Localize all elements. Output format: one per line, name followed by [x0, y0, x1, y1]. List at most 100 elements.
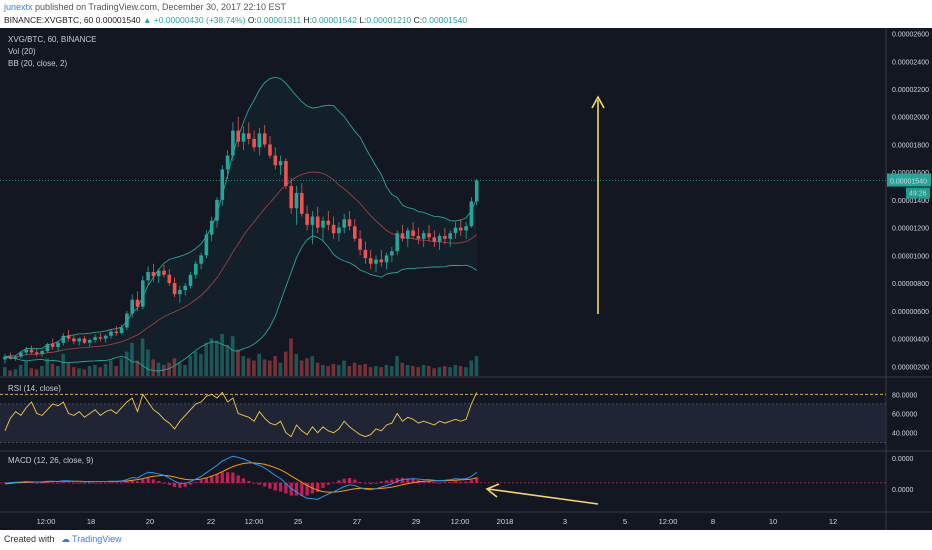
candle-body: [262, 133, 267, 145]
macd-histogram-bar: [464, 481, 468, 483]
candle-body: [172, 283, 177, 295]
candle-body: [464, 226, 468, 231]
candle-body: [88, 339, 92, 343]
macd-histogram-bar: [390, 479, 394, 483]
volume-bar: [82, 369, 87, 376]
price-axis-label: 0.00002000: [892, 115, 929, 122]
price-axis-label: 0.00002400: [892, 59, 929, 66]
publish-info: published on TradingView.com, December 3…: [35, 2, 287, 12]
author-link[interactable]: junextx: [4, 2, 33, 12]
time-axis-label: 27: [353, 517, 361, 526]
created-with-label: Created with: [4, 534, 55, 544]
volume-bar: [363, 363, 367, 376]
candle-body: [156, 270, 161, 277]
countdown-label: 49:26: [909, 191, 927, 198]
chart-canvas[interactable]: 0.00002600 0.00002400 0.00002200 0.00002000…: [0, 28, 932, 530]
volume-bar: [262, 359, 267, 376]
macd-histogram-bar: [422, 481, 426, 483]
candle-body: [56, 342, 60, 347]
candle-body: [183, 285, 187, 291]
volume-bar: [18, 364, 23, 376]
macd-histogram-bar: [321, 482, 325, 488]
volume-bar: [326, 366, 330, 376]
price-axis-label: 0.00001400: [892, 198, 929, 205]
volume-bar: [464, 367, 468, 376]
candle-body: [209, 220, 214, 235]
macd-histogram-bar: [104, 482, 108, 484]
macd-histogram-bar: [363, 482, 367, 484]
volume-bar: [395, 356, 399, 376]
candle-body: [40, 351, 44, 354]
macd-line: [4, 455, 478, 500]
candle-body: [188, 274, 193, 286]
macd-histogram-bar: [342, 478, 346, 483]
volume-bar: [283, 351, 288, 376]
volume-bar: [268, 360, 272, 376]
candle-body: [289, 186, 293, 209]
volume-bar: [172, 358, 177, 376]
volume-bar: [299, 360, 304, 376]
macd-histogram-bar: [279, 482, 283, 492]
bollinger-upper-line: [4, 76, 478, 358]
volume-bar: [374, 366, 378, 376]
open-value: 0.00001311: [256, 15, 302, 25]
volume-legend: Vol (20): [8, 47, 36, 56]
macd-histogram-bar: [353, 479, 357, 483]
volume-bar: [50, 363, 55, 376]
macd-axis-label: 0.0000: [892, 487, 914, 494]
chart-area[interactable]: 0.00002600 0.00002400 0.00002200 0.00002000…: [0, 28, 932, 530]
volume-bar: [56, 366, 60, 376]
candle-body: [252, 138, 256, 148]
macd-histogram-bar: [67, 482, 71, 484]
macd-histogram-bar: [300, 482, 304, 497]
volume-bar: [352, 362, 357, 376]
candle-body: [19, 352, 23, 357]
volume-bar: [24, 360, 28, 376]
candle-body: [326, 220, 331, 225]
macd-histogram-bar: [395, 478, 399, 483]
time-axis-label: 2018: [497, 517, 514, 526]
candle-body: [278, 161, 283, 166]
tradingview-link[interactable]: TradingView: [72, 534, 122, 544]
macd-histogram-bar: [337, 480, 341, 483]
time-axis-label: 12: [829, 517, 837, 526]
candle-body: [130, 299, 134, 314]
last-price: 0.00001540: [95, 15, 141, 25]
tradingview-logo-icon[interactable]: ☁: [61, 534, 71, 544]
macd-histogram-bar: [374, 482, 378, 484]
rsi-axis-label: 80.0000: [892, 392, 917, 399]
candle-body: [162, 270, 166, 275]
macd-histogram-bar: [120, 482, 124, 484]
volume-bar: [13, 369, 18, 376]
bb-legend: BB (20, close, 2): [8, 59, 68, 68]
candle-body: [93, 337, 97, 340]
macd-histogram-bar: [35, 482, 39, 484]
candle-body: [305, 213, 309, 225]
candle-body: [257, 133, 262, 148]
candle-body: [416, 235, 421, 239]
volume-bar: [474, 356, 479, 376]
close-label: C:: [413, 15, 423, 25]
macd-histogram-bar: [459, 482, 463, 483]
macd-histogram-bar: [167, 482, 171, 485]
candle-body: [151, 272, 156, 277]
volume-bar: [273, 356, 277, 376]
volume-bar: [103, 363, 108, 376]
macd-histogram-bar: [294, 482, 299, 496]
candle-body: [353, 226, 357, 239]
time-axis-label: 20: [146, 517, 154, 526]
macd-histogram-bar: [273, 482, 277, 491]
candle-body: [35, 352, 39, 354]
time-axis-label: 12:00: [245, 517, 264, 526]
macd-histogram-bar: [252, 482, 256, 484]
candle-body: [411, 230, 415, 236]
volume-bar: [342, 360, 346, 376]
candle-body: [247, 133, 251, 139]
macd-histogram-bar: [475, 477, 479, 483]
candle-body: [374, 259, 378, 264]
candle-body: [45, 344, 50, 352]
time-axis-label: 12:00: [37, 517, 56, 526]
volume-bar: [34, 369, 39, 376]
triangle-up-icon: ▲: [142, 15, 152, 25]
candle-body: [141, 280, 145, 307]
